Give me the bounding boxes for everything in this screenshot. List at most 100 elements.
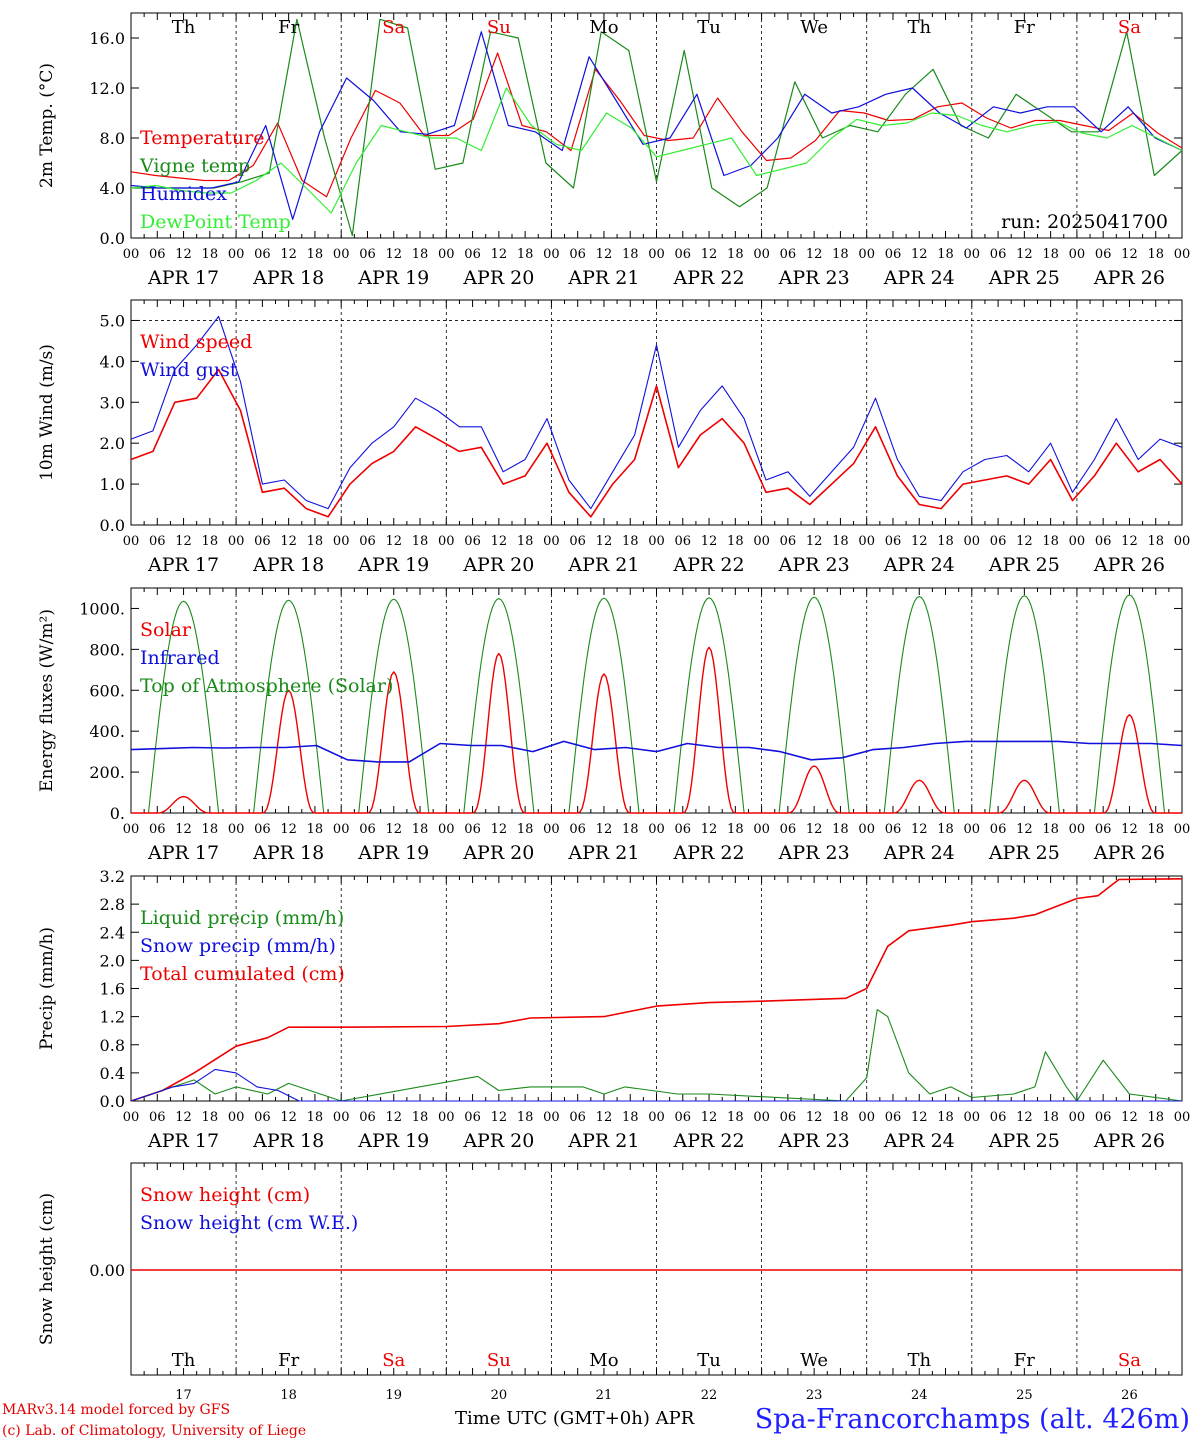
hour-tick-label: 18 (727, 1110, 744, 1125)
hour-tick-label: 06 (254, 822, 271, 837)
day-name: Th (907, 1350, 931, 1371)
hour-tick-label: 06 (675, 534, 692, 549)
y-tick-label: 8.0 (100, 129, 125, 148)
hour-tick-label: 18 (1042, 247, 1059, 262)
date-label: APR 22 (673, 267, 745, 289)
hour-tick-label: 00 (964, 822, 981, 837)
hour-tick-label: 00 (1174, 822, 1191, 837)
y-tick-label: 1.2 (100, 1008, 125, 1027)
hour-tick-label: 12 (491, 822, 508, 837)
hour-tick-label: 18 (202, 534, 219, 549)
hour-tick-label: 12 (280, 822, 297, 837)
day-number: 18 (280, 1388, 297, 1403)
day-number: 21 (596, 1388, 613, 1403)
hour-tick-label: 00 (333, 534, 350, 549)
hour-tick-label: 06 (569, 247, 586, 262)
hour-tick-label: 06 (780, 1110, 797, 1125)
y-axis-label: Precip (mm/h) (37, 927, 57, 1050)
hour-tick-label: 00 (1174, 1110, 1191, 1125)
date-label: APR 21 (567, 267, 639, 289)
hour-tick-label: 06 (359, 247, 376, 262)
hour-tick-label: 12 (1121, 822, 1138, 837)
hour-tick-label: 06 (569, 534, 586, 549)
hour-tick-label: 18 (937, 1110, 954, 1125)
series-humidex (130, 31, 1183, 220)
y-tick-label: 0.0 (100, 229, 125, 248)
series-liquid-precip-mm-h- (130, 1009, 1183, 1102)
legend-entry: Infrared (140, 647, 220, 669)
hour-tick-label: 06 (254, 534, 271, 549)
hour-tick-label: 18 (307, 822, 324, 837)
hour-tick-label: 18 (202, 822, 219, 837)
hour-tick-label: 18 (727, 822, 744, 837)
y-tick-label: 3.0 (100, 393, 125, 412)
y-tick-label: 2.0 (100, 434, 125, 453)
series-wind-speed (130, 368, 1183, 518)
hour-tick-label: 18 (937, 247, 954, 262)
date-label: APR 23 (778, 842, 850, 864)
date-label: APR 25 (988, 554, 1060, 576)
y-tick-label: 0.4 (100, 1064, 125, 1083)
date-label: APR 20 (462, 842, 534, 864)
day-name: Fr (278, 1350, 299, 1371)
panel-wind: 0.0 1.0 2.0 3.0 4.0 5.0 10m Wind (m/s) Wind spe… (37, 299, 1190, 576)
day-number: 19 (385, 1388, 402, 1403)
date-label: APR 21 (567, 554, 639, 576)
hour-tick-label: 12 (385, 247, 402, 262)
hour-tick-label: 18 (517, 1110, 534, 1125)
day-name: We (800, 17, 828, 38)
date-label: APR 25 (988, 842, 1060, 864)
hour-tick-label: 18 (517, 534, 534, 549)
hour-tick-label: 12 (491, 247, 508, 262)
x-axis-label: Time UTC (GMT+0h) APR (455, 1408, 695, 1429)
day-name: Tu (697, 17, 721, 38)
hour-tick-label: 12 (806, 822, 823, 837)
day-number: 24 (911, 1388, 928, 1403)
plot-frame (130, 587, 1183, 814)
hour-tick-label: 12 (1121, 534, 1138, 549)
hour-tick-label: 12 (701, 247, 718, 262)
y-tick-label: 16.0 (89, 29, 125, 48)
date-label: APR 18 (252, 842, 324, 864)
panel-precip: 0.0 0.4 0.8 1.2 1.6 2.0 2.4 2.8 3.2 Precip (mm/h)… (37, 867, 1190, 1152)
run-label: run: 2025041700 (1001, 211, 1168, 233)
y-tick-label: 0.8 (100, 1036, 125, 1055)
legend-entry: Snow height (cm) (140, 1184, 310, 1206)
day-name: We (800, 1350, 828, 1371)
day-name: Sa (382, 17, 405, 38)
hour-tick-label: 00 (228, 1110, 245, 1125)
hour-tick-label: 18 (1042, 822, 1059, 837)
series-snow-precip-mm-h- (130, 1068, 1182, 1102)
y-tick-label: 1.6 (100, 980, 125, 999)
hour-tick-label: 00 (648, 1110, 665, 1125)
y-tick-label: 0. (110, 804, 125, 823)
hour-tick-label: 18 (1147, 247, 1164, 262)
y-axis-label: Energy fluxes (W/m²) (37, 609, 57, 792)
hour-tick-label: 00 (858, 1110, 875, 1125)
hour-tick-label: 06 (885, 822, 902, 837)
hour-tick-label: 18 (412, 822, 429, 837)
day-number: 22 (701, 1388, 718, 1403)
hour-tick-label: 06 (464, 1110, 481, 1125)
hour-tick-label: 00 (1174, 247, 1191, 262)
hour-tick-label: 00 (543, 822, 560, 837)
hour-tick-label: 00 (1069, 1110, 1086, 1125)
day-number: 17 (175, 1388, 192, 1403)
date-label: APR 17 (147, 554, 219, 576)
hour-tick-label: 18 (622, 247, 639, 262)
hour-tick-label: 12 (911, 534, 928, 549)
date-label: APR 20 (462, 554, 534, 576)
date-label: APR 23 (778, 554, 850, 576)
hour-tick-label: 06 (359, 534, 376, 549)
date-label: APR 24 (883, 1130, 955, 1152)
hour-tick-label: 18 (1042, 534, 1059, 549)
hour-tick-label: 12 (491, 1110, 508, 1125)
date-label: APR 24 (883, 554, 955, 576)
hour-tick-label: 12 (911, 822, 928, 837)
hour-tick-label: 12 (596, 822, 613, 837)
hour-tick-label: 00 (333, 247, 350, 262)
hour-tick-label: 00 (753, 1110, 770, 1125)
hour-tick-label: 06 (885, 1110, 902, 1125)
date-label: APR 21 (567, 842, 639, 864)
hour-tick-label: 12 (1016, 1110, 1033, 1125)
